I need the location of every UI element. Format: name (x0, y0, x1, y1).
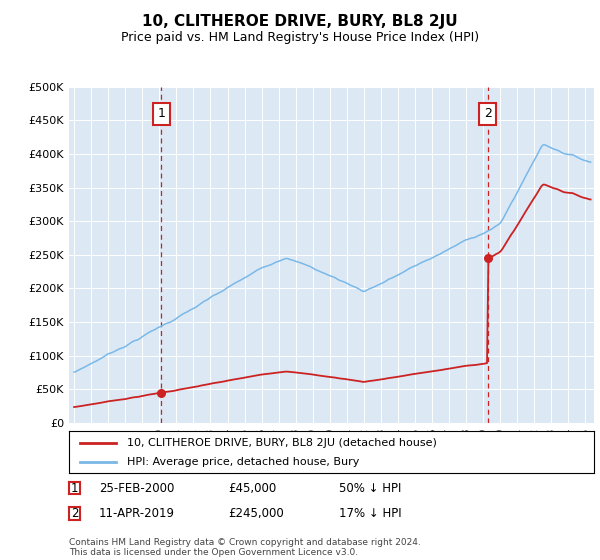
Text: 11-APR-2019: 11-APR-2019 (99, 507, 175, 520)
Text: £45,000: £45,000 (228, 482, 276, 495)
Text: Contains HM Land Registry data © Crown copyright and database right 2024.
This d: Contains HM Land Registry data © Crown c… (69, 538, 421, 557)
Text: 2: 2 (484, 107, 492, 120)
Text: HPI: Average price, detached house, Bury: HPI: Average price, detached house, Bury (127, 458, 359, 467)
Text: 17% ↓ HPI: 17% ↓ HPI (339, 507, 401, 520)
Text: 1: 1 (71, 482, 79, 495)
Text: 25-FEB-2000: 25-FEB-2000 (99, 482, 175, 495)
Text: 50% ↓ HPI: 50% ↓ HPI (339, 482, 401, 495)
Text: Price paid vs. HM Land Registry's House Price Index (HPI): Price paid vs. HM Land Registry's House … (121, 31, 479, 44)
Text: £245,000: £245,000 (228, 507, 284, 520)
Text: 10, CLITHEROE DRIVE, BURY, BL8 2JU: 10, CLITHEROE DRIVE, BURY, BL8 2JU (142, 14, 458, 29)
Text: 1: 1 (157, 107, 166, 120)
Text: 10, CLITHEROE DRIVE, BURY, BL8 2JU (detached house): 10, CLITHEROE DRIVE, BURY, BL8 2JU (deta… (127, 438, 437, 448)
Text: 2: 2 (71, 507, 79, 520)
